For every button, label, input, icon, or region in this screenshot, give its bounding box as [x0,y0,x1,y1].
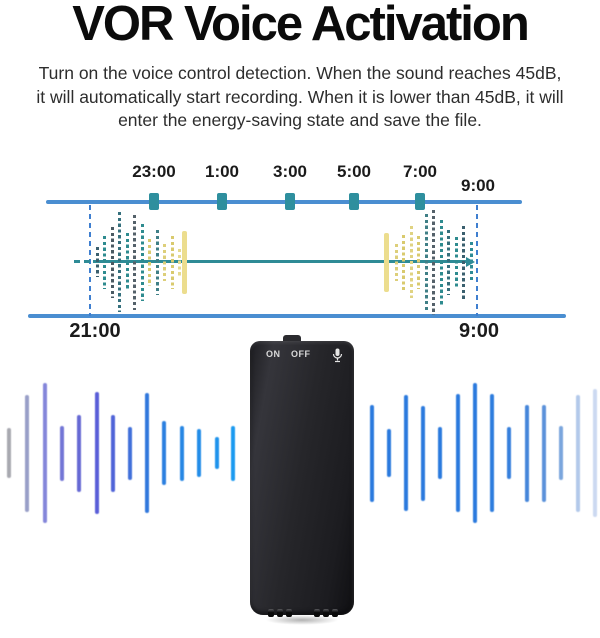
left-burst-column [132,214,136,310]
left-burst-column [162,243,166,281]
right-waveform-bar [404,395,408,511]
time-label-end: 9:00 [460,176,496,195]
left-burst-column [170,235,174,289]
contact-pin [286,609,292,617]
page-title: VOR Voice Activation [72,0,530,51]
right-waveform-bar [421,405,425,501]
bottom-contact-pins-left [268,609,292,617]
right-waveform-bar [370,404,374,502]
right-waveform-bar [542,404,546,502]
left-waveform-bar [145,393,149,513]
voice-recorder-device: ON OFF [250,334,354,634]
left-waveform-bar [60,425,64,481]
left-waveform-bar [215,437,219,469]
left-waveform-bar [111,414,115,492]
right-waveform-bar [507,427,511,479]
bottom-contact-pins-right [314,609,338,617]
left-waveform-bar [162,421,166,485]
right-waveform-bar [525,404,529,502]
right-waveform-bar [438,427,442,479]
right-burst-peak-bar [383,232,389,292]
left-burst-column [125,233,129,291]
timeline-axis-bottom [28,314,566,318]
right-burst-column [394,243,398,281]
time-label: 5:00 [336,162,372,181]
time-label: 7:00 [402,162,438,181]
left-waveform-bar [43,383,47,523]
left-waveform-bar [180,425,184,481]
feature-description: Turn on the voice control detection. Whe… [0,62,600,133]
time-label: 3:00 [272,162,308,181]
timeline-axis-top [46,200,522,204]
recording-window-end-line [476,205,478,316]
left-waveform-bar [197,429,201,477]
left-waveform-bar [25,394,29,512]
device-body: ON OFF [250,341,354,617]
timeline-tick [149,193,159,210]
device-shadow [250,613,354,627]
right-burst-column [424,213,428,311]
right-waveform-bar [593,389,597,517]
time-label: 1:00 [204,162,240,181]
left-burst-column [177,248,181,276]
right-burst-column [454,237,458,287]
contact-pin [277,609,283,617]
description-line-2: it will automatically start recording. W… [36,86,564,107]
time-label: 9:00 [458,320,500,342]
timeline-tick [349,193,359,210]
right-waveform-bar [456,394,460,512]
left-waveform-bar [77,414,81,492]
left-burst-column [95,247,99,277]
timeline-tick [285,193,295,210]
right-waveform-bar [559,426,563,480]
left-burst-column [140,223,144,301]
contact-pin [314,609,320,617]
power-switch-off-label: OFF [291,349,311,359]
contact-pin [268,609,274,617]
right-burst-column [401,234,405,290]
device-top-tab [283,335,301,345]
timeline-tick [217,193,227,210]
right-waveform-bar [473,383,477,523]
left-burst-column [147,238,151,286]
right-waveform-bar [490,394,494,512]
right-burst-column [431,209,435,315]
timeline-tick [415,193,425,210]
left-waveform-bar [231,425,235,481]
microphone-icon [332,348,343,363]
left-waveform-bar [128,426,132,480]
power-switch-on-label: ON [266,349,281,359]
right-burst-column [416,235,420,289]
right-burst-column [409,226,413,298]
contact-pin [323,609,329,617]
left-burst-peak-bar [181,230,187,294]
right-burst-column [469,242,473,282]
time-label: 21:00 [69,320,121,342]
description-line-3: enter the energy-saving state and save t… [118,110,482,130]
right-burst-column [446,229,450,295]
right-waveform-bar [576,394,580,512]
right-waveform-bar [387,429,391,477]
time-label: 23:00 [132,162,176,181]
right-burst-column [439,219,443,305]
right-burst-column [461,225,465,299]
left-burst-column [155,229,159,295]
left-burst-column [102,235,106,289]
left-burst-column [117,212,121,312]
contact-pin [332,609,338,617]
left-burst-column [110,226,114,298]
signal-line-lead-dashes [74,260,92,263]
left-waveform-bar [7,428,11,478]
left-waveform-bar [95,392,99,514]
signal-baseline [93,260,466,263]
description-line-1: Turn on the voice control detection. Whe… [38,63,562,83]
